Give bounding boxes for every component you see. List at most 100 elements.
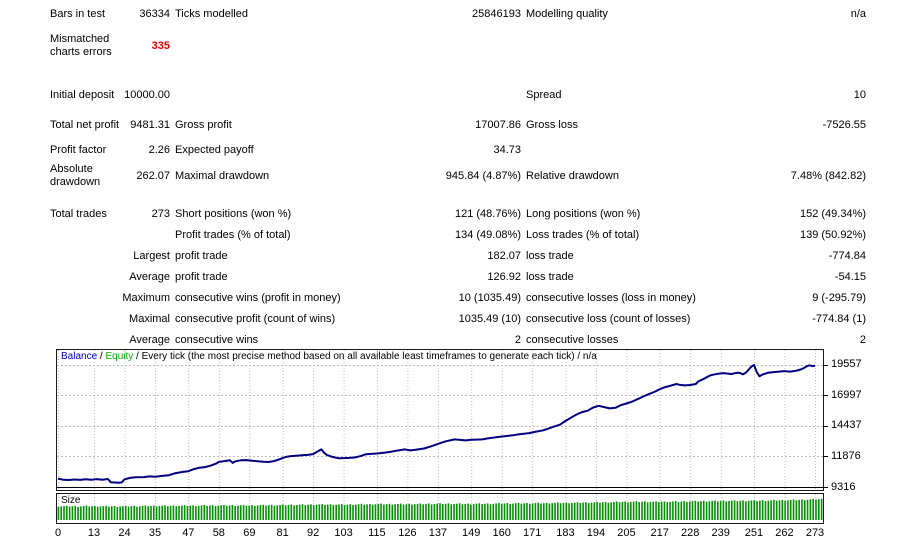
trade-size-bar — [144, 505, 147, 520]
trade-size-bar — [324, 505, 326, 520]
trade-size-bar — [284, 505, 287, 520]
metric-value: 9 (-295.79) — [812, 292, 866, 304]
metric-label: profit trade — [175, 250, 228, 262]
trade-size-bar — [467, 503, 469, 520]
trade-size-bar — [321, 504, 323, 520]
trade-size-bar — [745, 501, 747, 520]
trade-size-bar — [596, 501, 598, 520]
trade-size-bar — [85, 505, 88, 520]
x-axis-label: 171 — [522, 527, 542, 539]
trade-size-bar — [442, 504, 444, 520]
metric-value: Largest — [133, 250, 170, 262]
trade-size-bar — [383, 504, 385, 520]
trade-size-bar — [585, 502, 587, 520]
trade-size-bar — [150, 506, 152, 520]
metric-value: 10 (1035.49) — [458, 292, 521, 304]
trade-size-bar — [789, 500, 792, 520]
trade-size-bar — [635, 501, 638, 520]
trade-size-bar — [178, 505, 180, 520]
x-axis-label: 194 — [586, 527, 606, 539]
trade-size-bar — [694, 500, 697, 520]
trade-size-bar — [397, 504, 399, 520]
trade-size-bar — [787, 500, 789, 520]
metric-label: Bars in test — [50, 8, 106, 20]
balance-curve-chart — [57, 350, 823, 490]
trade-size-bar — [211, 505, 214, 520]
metric-label: profit trade — [175, 271, 228, 283]
trade-size-bar — [587, 503, 590, 520]
trade-size-bar — [817, 499, 820, 520]
x-axis-label: 183 — [556, 527, 575, 539]
trade-size-bar — [784, 500, 786, 520]
trade-size-bar — [641, 501, 643, 520]
metric-value: -54.15 — [834, 271, 866, 283]
trade-size-bar — [248, 505, 250, 520]
trade-size-bar — [203, 505, 206, 520]
trade-size-bar — [489, 504, 492, 520]
metric-label: Profit trades (% of total) — [175, 229, 291, 241]
trade-size-bar — [110, 506, 113, 520]
metric-label: Loss trades (% of total) — [526, 229, 640, 241]
metric-value: 139 (50.92%) — [799, 229, 866, 241]
x-axis-label: 228 — [681, 527, 700, 539]
trade-size-bar — [175, 506, 178, 520]
trade-size-bar — [621, 501, 624, 520]
metric-label: consecutive loss (count of losses) — [526, 313, 691, 325]
metric-label: Total net profit — [50, 118, 120, 131]
trade-size-bar — [815, 499, 817, 520]
metric-value: 2.26 — [148, 144, 170, 156]
trade-size-bar — [298, 504, 301, 520]
trade-size-bar — [430, 504, 433, 520]
trade-size-bar — [290, 504, 293, 520]
y-axis-label: 9316 — [831, 480, 856, 493]
trade-size-bar — [733, 500, 736, 520]
trade-size-bar — [349, 504, 352, 520]
trade-size-bar — [439, 503, 441, 520]
trade-size-bar — [102, 506, 105, 520]
trade-size-bar — [677, 501, 680, 520]
trade-size-bar — [576, 502, 579, 520]
size-panel-label: Size — [61, 495, 81, 506]
trade-size-bar — [172, 505, 175, 520]
trade-size-bar — [512, 503, 514, 520]
metric-label: Ticks modelled — [175, 8, 248, 20]
trade-size-bar — [169, 505, 172, 520]
balance-curve — [57, 363, 816, 484]
trade-size-bar — [419, 503, 422, 520]
trade-size-bar — [792, 499, 795, 520]
trade-size-bar — [632, 501, 635, 520]
trade-size-bar — [731, 500, 733, 520]
trade-size-bar — [402, 504, 405, 520]
trade-size-bar — [394, 504, 396, 520]
report-row: Total net profit 9481.31 Gross profit 17007… — [50, 110, 866, 140]
metric-value: Maximum — [122, 292, 170, 304]
trade-size-bar — [770, 500, 772, 520]
trade-size-bar — [540, 503, 542, 520]
trade-size-bar — [548, 503, 551, 520]
trade-size-bar — [405, 504, 408, 520]
trade-size-bar — [427, 503, 430, 520]
metric-value: 2 — [514, 334, 521, 346]
y-axis-label: 19557 — [831, 358, 862, 371]
trade-size-bar — [416, 503, 419, 520]
trade-size-bar — [739, 500, 742, 520]
trade-size-bar — [57, 506, 60, 520]
trade-size-bar — [220, 505, 222, 520]
metric-value: 273 — [151, 208, 170, 220]
trade-size-bar — [256, 505, 259, 520]
trade-size-bar — [722, 500, 725, 520]
trade-size-bar — [380, 503, 382, 520]
trade-size-bar — [630, 501, 632, 520]
trade-size-bar — [66, 505, 68, 520]
legend-separator: / — [97, 351, 106, 362]
trade-size-bar — [265, 505, 267, 520]
trade-size-bar — [803, 500, 806, 520]
trade-size-bar — [293, 505, 295, 520]
trade-size-bar — [557, 502, 559, 520]
metric-value: 945.84 (4.87%) — [445, 169, 521, 182]
trade-size-bar — [674, 501, 677, 520]
row-spacer — [50, 191, 866, 204]
trade-size-bar — [399, 503, 402, 520]
trade-size-bar — [565, 502, 568, 520]
metric-label: loss trade — [526, 271, 574, 283]
